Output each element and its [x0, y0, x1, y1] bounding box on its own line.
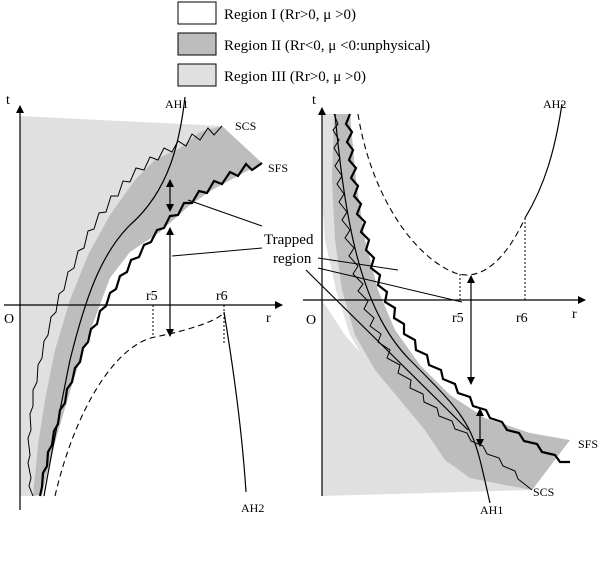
right-sfs-boundary	[344, 113, 570, 464]
trapped-label-line2: region	[273, 251, 312, 267]
trapped-leader-3	[317, 257, 399, 271]
right-r-label: r	[572, 307, 577, 322]
right-scs-label: SCS	[533, 485, 554, 499]
legend-label-region2: Region II (Rr<0, μ <0:unphysical)	[224, 38, 430, 54]
left-panel: t r O r5 r6 AH1 SCS SFS AH2	[4, 93, 288, 515]
left-r6-label: r6	[216, 289, 228, 304]
left-sfs-boundary	[38, 162, 263, 497]
left-r5-label: r5	[146, 289, 158, 304]
trapped-leader-1	[187, 199, 263, 227]
right-ah2-solid	[524, 103, 563, 219]
right-ah2-dashed	[357, 113, 526, 276]
right-t-label: t	[312, 93, 316, 108]
left-ah1-label: AH1	[165, 97, 188, 111]
left-r-label: r	[266, 311, 271, 326]
left-ah2-dashed	[54, 311, 225, 497]
legend: Region I (Rr>0, μ >0) Region II (Rr<0, μ…	[177, 1, 430, 87]
left-ah2-label: AH2	[241, 501, 264, 515]
right-ah1-label: AH1	[480, 503, 503, 517]
left-origin-label: O	[4, 312, 14, 327]
right-ah2-label: AH2	[543, 97, 566, 111]
right-panel: t r O r5 r6 AH2 SFS SCS AH1	[303, 93, 598, 517]
legend-swatch-region1	[177, 1, 217, 25]
right-origin-label: O	[306, 313, 316, 328]
trapped-label-line1: Trapped	[264, 232, 314, 248]
legend-swatch-region3	[177, 63, 217, 87]
right-diagonal-line	[305, 269, 469, 431]
right-r5-label: r5	[452, 311, 464, 326]
trapped-region-callout: Trapped region	[171, 199, 463, 303]
left-scs-boundary	[27, 125, 223, 497]
left-region3	[20, 116, 262, 496]
trapped-leader-2	[171, 247, 263, 257]
legend-label-region3: Region III (Rr>0, μ >0)	[224, 69, 366, 85]
left-t-label: t	[6, 93, 10, 108]
right-r6-label: r6	[516, 311, 528, 326]
left-ah2-solid	[223, 311, 247, 493]
right-ah1-curve	[334, 113, 491, 504]
left-scs-label: SCS	[235, 119, 256, 133]
trapped-leader-4	[317, 267, 463, 303]
right-region3-bottom	[322, 300, 532, 496]
right-scs-boundary	[332, 113, 533, 491]
legend-swatch-region2	[177, 32, 217, 56]
legend-label-region1: Region I (Rr>0, μ >0)	[224, 7, 356, 23]
left-ah1-curve	[43, 96, 186, 497]
left-region2	[33, 126, 262, 496]
left-sfs-label: SFS	[268, 161, 288, 175]
right-sfs-label: SFS	[578, 437, 598, 451]
